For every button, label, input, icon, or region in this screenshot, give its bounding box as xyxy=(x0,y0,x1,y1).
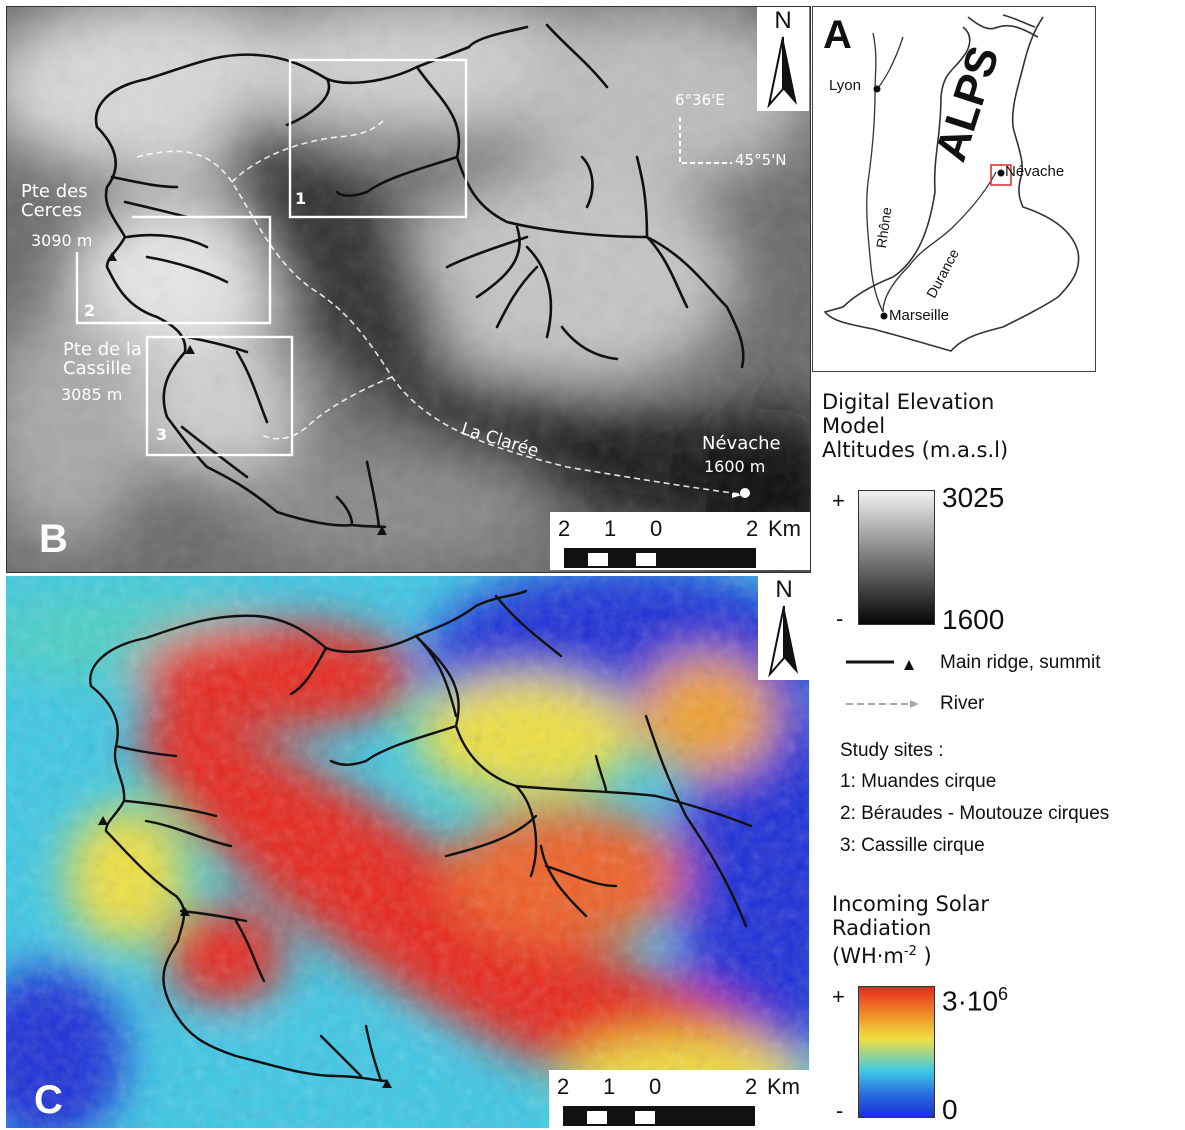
peak1-name-line2: Cerces xyxy=(21,199,82,221)
scale-b-2-right: 2 xyxy=(746,516,759,541)
study-sites-title: Study sites : xyxy=(840,740,944,761)
scale-b-1: 1 xyxy=(604,516,617,541)
legend-river-label: River xyxy=(940,693,985,714)
solar-title-line1: Incoming Solar xyxy=(832,892,990,916)
panel-c-solar-radiation-map: N 2 1 0 2 Km C xyxy=(6,576,809,1128)
town-altitude: 1600 m xyxy=(704,457,766,476)
solar-color-ramp xyxy=(858,986,935,1118)
study-site-2: 2: Béraudes - Moutouze cirques xyxy=(840,803,1110,824)
scale-c-2: 2 xyxy=(557,1074,570,1099)
city-label-marseille: Marseille xyxy=(889,307,950,324)
panel-a-location-map: A ALPS Lyon Névache Marseille Rhône Dura… xyxy=(812,6,1096,372)
peak-name-cerces: Pte des Cerces xyxy=(21,181,88,221)
city-label-nevache: Névache xyxy=(1005,163,1065,180)
dem-min-value: 1600 xyxy=(942,604,1005,635)
panel-letter-c: C xyxy=(34,1078,63,1122)
town-label-nevache: Névache xyxy=(702,433,781,454)
study-sites-list: 1: Muandes cirque 2: Béraudes - Moutouze… xyxy=(840,766,1109,862)
scale-b-unit: Km xyxy=(768,516,801,541)
solar-minus-sign: - xyxy=(836,1098,844,1123)
scale-c-1: 1 xyxy=(603,1074,616,1099)
solar-title-line2: Radiation xyxy=(832,916,932,940)
solar-max-base: 3·10 xyxy=(942,985,999,1017)
dem-color-ramp xyxy=(858,490,935,625)
legend-symbols xyxy=(846,660,919,708)
main-ridges xyxy=(94,23,745,529)
dem-title-line2: Model xyxy=(822,414,886,438)
panel-letter-a: A xyxy=(823,13,852,57)
summit-markers-c xyxy=(98,816,392,1088)
location-map-graphic xyxy=(823,14,1080,352)
peak2-name-line1: Pte de la xyxy=(63,339,142,360)
legend-ridge-label: Main ridge, summit xyxy=(940,652,1101,673)
solar-map-graphic xyxy=(6,576,809,1128)
solar-min-value: 0 xyxy=(942,1094,958,1125)
scale-b-2: 2 xyxy=(558,516,571,541)
north-label-c: N xyxy=(775,576,793,603)
scale-c-0: 0 xyxy=(649,1074,662,1099)
solar-unit-exponent: -2 xyxy=(903,944,917,959)
peak2-name-line2: Cassille xyxy=(63,357,132,379)
panel-b-elevation-map: Pte des Cerces 3090 m Pte de la Cassille… xyxy=(6,6,811,573)
main-ridges-c xyxy=(89,589,753,1083)
city-label-lyon: Lyon xyxy=(829,77,861,94)
country-outline xyxy=(823,14,1080,352)
solar-unit: (WH·m-2 ) xyxy=(832,940,989,968)
dem-legend-title: Digital Elevation Model Altitudes (m.a.s… xyxy=(822,390,1008,462)
north-arrow-icon xyxy=(767,36,797,109)
dem-title-line3: Altitudes (m.a.s.l) xyxy=(822,438,1009,462)
solar-max-exponent: 6 xyxy=(998,984,1009,1004)
peak1-name-line1: Pte des xyxy=(21,181,88,202)
scale-b-0: 0 xyxy=(650,516,663,541)
solar-unit-close: ) xyxy=(916,944,932,968)
scale-c-2-right: 2 xyxy=(745,1074,758,1099)
river-lines xyxy=(136,118,741,495)
solar-max-value: 3·106 xyxy=(942,984,1008,1017)
nevache-locator-box xyxy=(990,164,1012,186)
study-site-3: 3: Cassille cirque xyxy=(840,835,985,856)
solar-plus-sign: + xyxy=(832,984,845,1009)
solar-unit-base: (WH·m xyxy=(832,944,904,968)
peak1-altitude: 3090 m xyxy=(31,231,93,250)
north-arrow-icon xyxy=(768,605,798,678)
dem-minus-sign: - xyxy=(836,606,844,631)
scale-bar-b-graphic xyxy=(564,548,756,568)
peak2-altitude: 3085 m xyxy=(61,385,123,404)
solar-legend-title: Incoming Solar Radiation (WH·m-2 ) xyxy=(832,892,989,968)
peak-name-cassille: Pte de la Cassille xyxy=(63,339,142,379)
north-label-b: N xyxy=(774,7,792,34)
summit-markers xyxy=(107,252,387,535)
study-site-boxes xyxy=(75,58,468,457)
panel-letter-b: B xyxy=(39,517,68,561)
site-3-label: 3 xyxy=(156,425,168,444)
north-arrow-b: N xyxy=(757,7,809,111)
dem-map-graphic xyxy=(7,7,810,572)
latitude-label: 45°5'N xyxy=(735,151,787,169)
scale-bar-c-graphic xyxy=(563,1106,755,1126)
north-arrow-c: N xyxy=(758,576,809,680)
scale-bar-b: 2 1 0 2 Km xyxy=(550,512,810,570)
site-1-label: 1 xyxy=(295,189,307,208)
dem-plus-sign: + xyxy=(832,488,845,513)
study-site-1: 1: Muandes cirque xyxy=(840,771,997,792)
scale-bar-c: 2 1 0 2 Km xyxy=(549,1070,809,1128)
dem-max-value: 3025 xyxy=(942,482,1005,513)
scale-c-unit: Km xyxy=(767,1074,800,1099)
dem-title-line1: Digital Elevation xyxy=(822,390,995,414)
longitude-label: 6°36'E xyxy=(675,91,725,109)
site-2-label: 2 xyxy=(84,301,96,320)
